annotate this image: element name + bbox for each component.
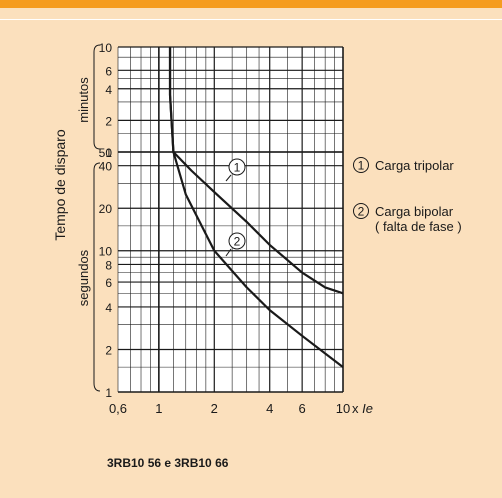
y-section-label-seconds: segundos <box>76 249 91 306</box>
y-tick-label-seconds: 40 <box>99 160 113 174</box>
y-tick-label-seconds: 10 <box>99 245 113 259</box>
series-marker-label: 1 <box>234 161 241 175</box>
seconds-brace <box>93 162 101 392</box>
axes: 0,6 1 2 4 6 10 x Ie1246101246810204050minutoss… <box>52 41 373 416</box>
y-tick-label-minutes: 4 <box>105 83 112 97</box>
series-marker-circle <box>228 232 246 250</box>
top-accent-band <box>0 0 502 8</box>
series: 12 <box>168 47 344 368</box>
minutes-brace <box>93 44 101 150</box>
y-tick-label-seconds: 50 <box>99 146 113 160</box>
marker-leader <box>225 248 232 257</box>
marker-leader <box>225 174 232 182</box>
y-tick-label-seconds: 6 <box>105 276 112 290</box>
x-tick-label: 0,6 <box>109 401 127 416</box>
x-tick-label: 1 <box>155 401 162 416</box>
y-tick-label-seconds: 20 <box>99 202 113 216</box>
y-tick-label-seconds: 1 <box>105 386 112 400</box>
x-tick-label: 4 <box>266 401 273 416</box>
y-section-label-minutes: minutos <box>76 77 91 123</box>
legend-label: Carga bipolar <box>375 204 454 219</box>
series-marker-label: 2 <box>234 235 241 249</box>
y-tick-label-seconds: 2 <box>105 343 112 357</box>
grid <box>117 46 344 393</box>
x-unit-label: x Ie <box>352 401 373 416</box>
y-tick-label-minutes: 2 <box>105 114 112 128</box>
y-tick-label-minutes: 10 <box>99 41 113 55</box>
x-tick-label: 6 <box>299 401 306 416</box>
legend-marker-label: 1 <box>358 159 365 173</box>
product-caption: 3RB10 56 e 3RB10 66 <box>107 456 229 470</box>
plot-area <box>118 47 343 392</box>
series-marker-circle <box>228 158 246 176</box>
y-axis-title: Tempo de disparo <box>52 129 68 241</box>
y-tick-label-minutes: 6 <box>105 64 112 78</box>
legend: 1 Carga tripolar 2 Carga bipolar( falta de … <box>353 157 462 234</box>
legend-label: Carga tripolar <box>375 158 454 173</box>
top-divider <box>0 8 502 20</box>
y-tick-label-seconds: 4 <box>105 301 112 315</box>
legend-label-line2: ( falta de fase ) <box>375 219 462 234</box>
legend-marker-circle <box>353 157 369 173</box>
legend-marker-label: 2 <box>358 205 365 219</box>
y-tick-label-minutes: 1 <box>105 146 112 160</box>
legend-marker-circle <box>353 203 369 219</box>
x-tick-label: 2 <box>211 401 218 416</box>
x-tick-label: 10 <box>336 401 350 416</box>
series-2-curve <box>168 47 344 368</box>
y-tick-label-seconds: 8 <box>105 258 112 272</box>
